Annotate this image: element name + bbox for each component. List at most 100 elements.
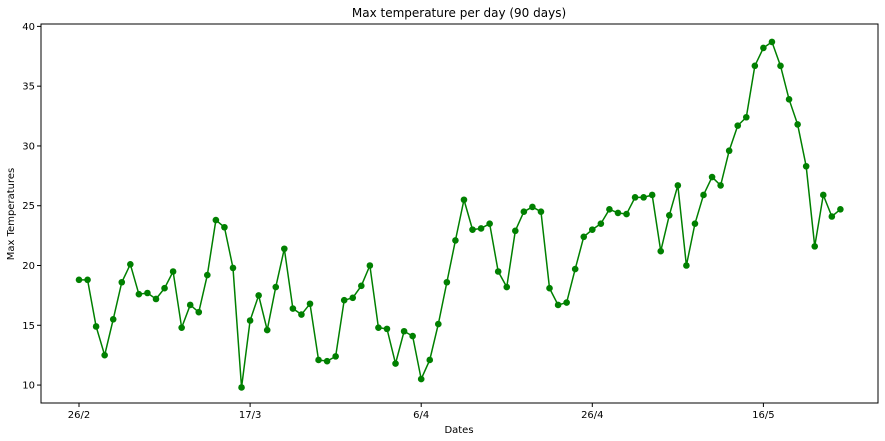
data-point — [383, 325, 391, 333]
data-point — [281, 245, 288, 253]
data-point — [520, 208, 528, 216]
data-point — [238, 384, 245, 391]
data-point — [101, 351, 108, 359]
data-point — [674, 182, 682, 189]
series-line — [79, 40, 841, 388]
data-point — [725, 147, 733, 155]
data-point — [529, 203, 536, 211]
data-point — [452, 237, 459, 244]
x-tick-label: 26/4 — [581, 410, 603, 421]
x-tick-label: 26/2 — [68, 410, 90, 421]
data-point — [614, 209, 622, 217]
data-point — [443, 278, 451, 286]
data-point — [717, 182, 724, 189]
data-point — [785, 96, 793, 103]
y-tick-label: 25 — [22, 201, 35, 212]
y-tick-label: 20 — [22, 261, 35, 272]
data-point — [623, 210, 630, 218]
data-point — [563, 299, 570, 306]
x-tick-label: 16/5 — [752, 410, 774, 421]
data-point — [263, 326, 271, 334]
data-point — [349, 294, 357, 302]
data-point — [648, 191, 656, 199]
data-point — [298, 311, 305, 318]
data-point — [255, 292, 262, 299]
data-point — [118, 278, 126, 286]
data-point — [92, 323, 100, 330]
data-point — [819, 191, 827, 199]
data-point — [837, 206, 844, 213]
y-tick-label: 35 — [22, 82, 35, 93]
data-point — [742, 113, 750, 121]
series-layer — [75, 38, 844, 391]
data-point — [340, 296, 348, 304]
plot-frame — [40, 23, 879, 404]
data-point — [777, 62, 784, 70]
data-point — [435, 320, 442, 328]
data-point — [512, 227, 519, 235]
data-point — [794, 121, 801, 128]
data-point — [195, 308, 203, 316]
data-point — [246, 317, 254, 324]
data-point — [409, 332, 416, 340]
data-point — [375, 324, 382, 331]
data-point — [426, 356, 434, 364]
y-tick-label: 30 — [22, 141, 35, 152]
data-point — [289, 305, 297, 312]
data-point — [589, 226, 596, 233]
data-point — [332, 353, 339, 360]
data-point — [460, 196, 468, 204]
data-point — [272, 283, 280, 291]
data-point — [152, 295, 160, 303]
x-axis-title: Dates — [444, 425, 473, 436]
axes: 10 15 20 25 30 35 40 26/2 17/3 6/4 26/4 16/5 — [22, 22, 879, 421]
data-point — [144, 289, 151, 297]
data-point — [135, 290, 143, 298]
data-point — [127, 261, 134, 268]
data-point — [358, 282, 365, 290]
data-point — [392, 360, 399, 367]
data-point — [700, 191, 707, 199]
data-point — [546, 284, 553, 292]
data-point — [802, 162, 810, 170]
x-tick-label: 6/4 — [413, 410, 429, 421]
y-tick-label: 10 — [22, 381, 35, 392]
data-point — [323, 357, 331, 365]
data-point — [811, 243, 819, 250]
data-point — [503, 283, 511, 291]
data-point — [75, 276, 83, 284]
data-point — [469, 226, 476, 233]
data-point — [229, 264, 237, 272]
data-point — [768, 38, 776, 46]
data-point — [486, 220, 493, 227]
data-point — [597, 220, 605, 227]
data-point — [580, 233, 588, 241]
data-point — [494, 268, 502, 275]
chart-title: Max temperature per day (90 days) — [352, 6, 566, 20]
data-point — [751, 62, 759, 70]
data-point — [571, 265, 579, 273]
data-point — [161, 284, 168, 292]
data-point — [417, 375, 425, 383]
data-point — [828, 213, 836, 220]
data-point — [109, 316, 117, 323]
data-point — [691, 220, 699, 227]
y-tick-label: 40 — [22, 22, 35, 33]
data-point — [683, 262, 690, 269]
data-point — [631, 194, 639, 201]
data-point — [640, 194, 647, 201]
data-point — [366, 262, 374, 269]
y-tick-label: 15 — [22, 321, 35, 332]
data-point — [204, 271, 211, 279]
data-point — [221, 223, 228, 231]
data-point — [477, 225, 485, 232]
data-point — [606, 206, 613, 213]
data-point — [84, 276, 91, 284]
x-tick-label: 17/3 — [239, 410, 261, 421]
data-point — [554, 301, 562, 309]
data-point — [734, 122, 742, 129]
data-point — [169, 268, 177, 275]
data-point — [665, 211, 673, 219]
data-point — [708, 173, 716, 181]
